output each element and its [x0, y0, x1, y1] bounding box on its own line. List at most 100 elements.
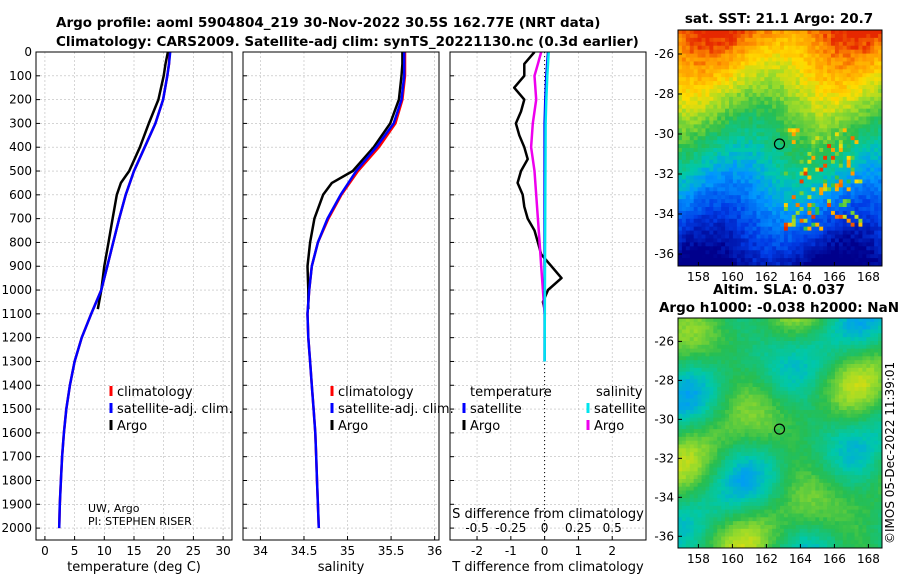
map-cell [721, 356, 726, 361]
map-cell [874, 341, 879, 346]
map-cell [701, 230, 707, 236]
map-cell [772, 195, 777, 200]
map-cell [740, 183, 746, 188]
map-cell [780, 85, 785, 90]
map-cell [854, 402, 860, 407]
map-cell [713, 53, 718, 59]
map-cell [795, 421, 801, 426]
map-cell [878, 348, 882, 354]
map-cell [736, 69, 742, 74]
map-cell [740, 132, 746, 137]
map-cell [689, 41, 695, 47]
map-cell [854, 132, 860, 137]
map-cell [795, 151, 801, 157]
map-cell [862, 394, 867, 400]
map-cell [705, 53, 710, 59]
map-cell [717, 77, 722, 82]
map-cell [705, 371, 710, 377]
map-cell [866, 402, 871, 407]
map-cell [693, 163, 699, 169]
map-cell [717, 163, 722, 169]
map-cell [729, 222, 734, 228]
map-cell [850, 429, 856, 434]
map-cell [780, 214, 785, 220]
map-cell [760, 367, 765, 373]
map-cell [815, 258, 820, 263]
map-cell [764, 341, 769, 346]
map-cell [756, 325, 761, 331]
map-cell [772, 132, 777, 137]
map-cell [807, 258, 812, 263]
map-cell [685, 124, 691, 129]
map-cell [752, 394, 758, 400]
map-cell [685, 128, 691, 133]
map-cell [799, 132, 805, 137]
map-cell [725, 242, 730, 247]
map-cell [850, 191, 856, 196]
map-cell [748, 325, 754, 331]
map-cell [846, 128, 852, 133]
map-cell [807, 325, 812, 331]
map-cell [783, 175, 789, 181]
map-cell [681, 41, 687, 47]
map-cell [748, 53, 754, 59]
map-cell [740, 199, 746, 204]
map-cell [787, 348, 793, 354]
map-cell [772, 199, 777, 204]
map-cell [870, 364, 875, 369]
map-cell [760, 132, 765, 137]
map-cell [725, 417, 730, 423]
map-cell [862, 155, 867, 161]
map-cell [740, 429, 746, 434]
map-cell [791, 207, 797, 212]
map-cell [862, 148, 867, 153]
map-cell [811, 344, 816, 350]
map-cell [815, 167, 820, 173]
map-cell [705, 45, 710, 51]
map-cell [811, 155, 816, 161]
map-cell [831, 254, 836, 259]
map-cell [850, 175, 856, 181]
map-cell [831, 183, 836, 188]
map-cell [846, 61, 852, 66]
map-cell [725, 155, 730, 161]
map-cell [874, 108, 879, 114]
map-cell [795, 364, 801, 369]
map-cell [713, 337, 718, 342]
map-cell [846, 195, 852, 200]
map-cell [854, 69, 860, 74]
map-cell [819, 144, 824, 149]
map-cell [870, 45, 875, 51]
map-cell [721, 179, 726, 184]
map-cell [693, 57, 699, 63]
map-cell [713, 163, 718, 169]
map-cell [709, 417, 714, 423]
map-cell [791, 77, 797, 82]
map-cell [744, 148, 750, 153]
map-cell [831, 360, 836, 365]
map-cells [678, 318, 882, 548]
map-cell [815, 333, 820, 338]
map-cell [736, 187, 742, 192]
map-cell [878, 258, 882, 263]
map-cell [772, 375, 777, 380]
map-cell [803, 321, 809, 327]
map-cell [697, 341, 703, 346]
map-x-tick-label: 162 [755, 270, 778, 284]
map-cell [748, 151, 754, 157]
map-cell [709, 61, 714, 66]
map-cell [725, 348, 730, 354]
map-cell [870, 144, 875, 149]
map-cell [823, 151, 828, 157]
map-cell [834, 140, 840, 145]
map-cell [783, 65, 789, 70]
map-cell [803, 387, 809, 392]
map-cell [685, 344, 691, 350]
map-cell [866, 167, 871, 173]
map-cell [831, 207, 836, 212]
map-cell [685, 218, 691, 224]
map-cell [780, 226, 785, 232]
map-cell [795, 371, 801, 377]
map-cell [736, 238, 742, 243]
map-cell [756, 226, 761, 232]
